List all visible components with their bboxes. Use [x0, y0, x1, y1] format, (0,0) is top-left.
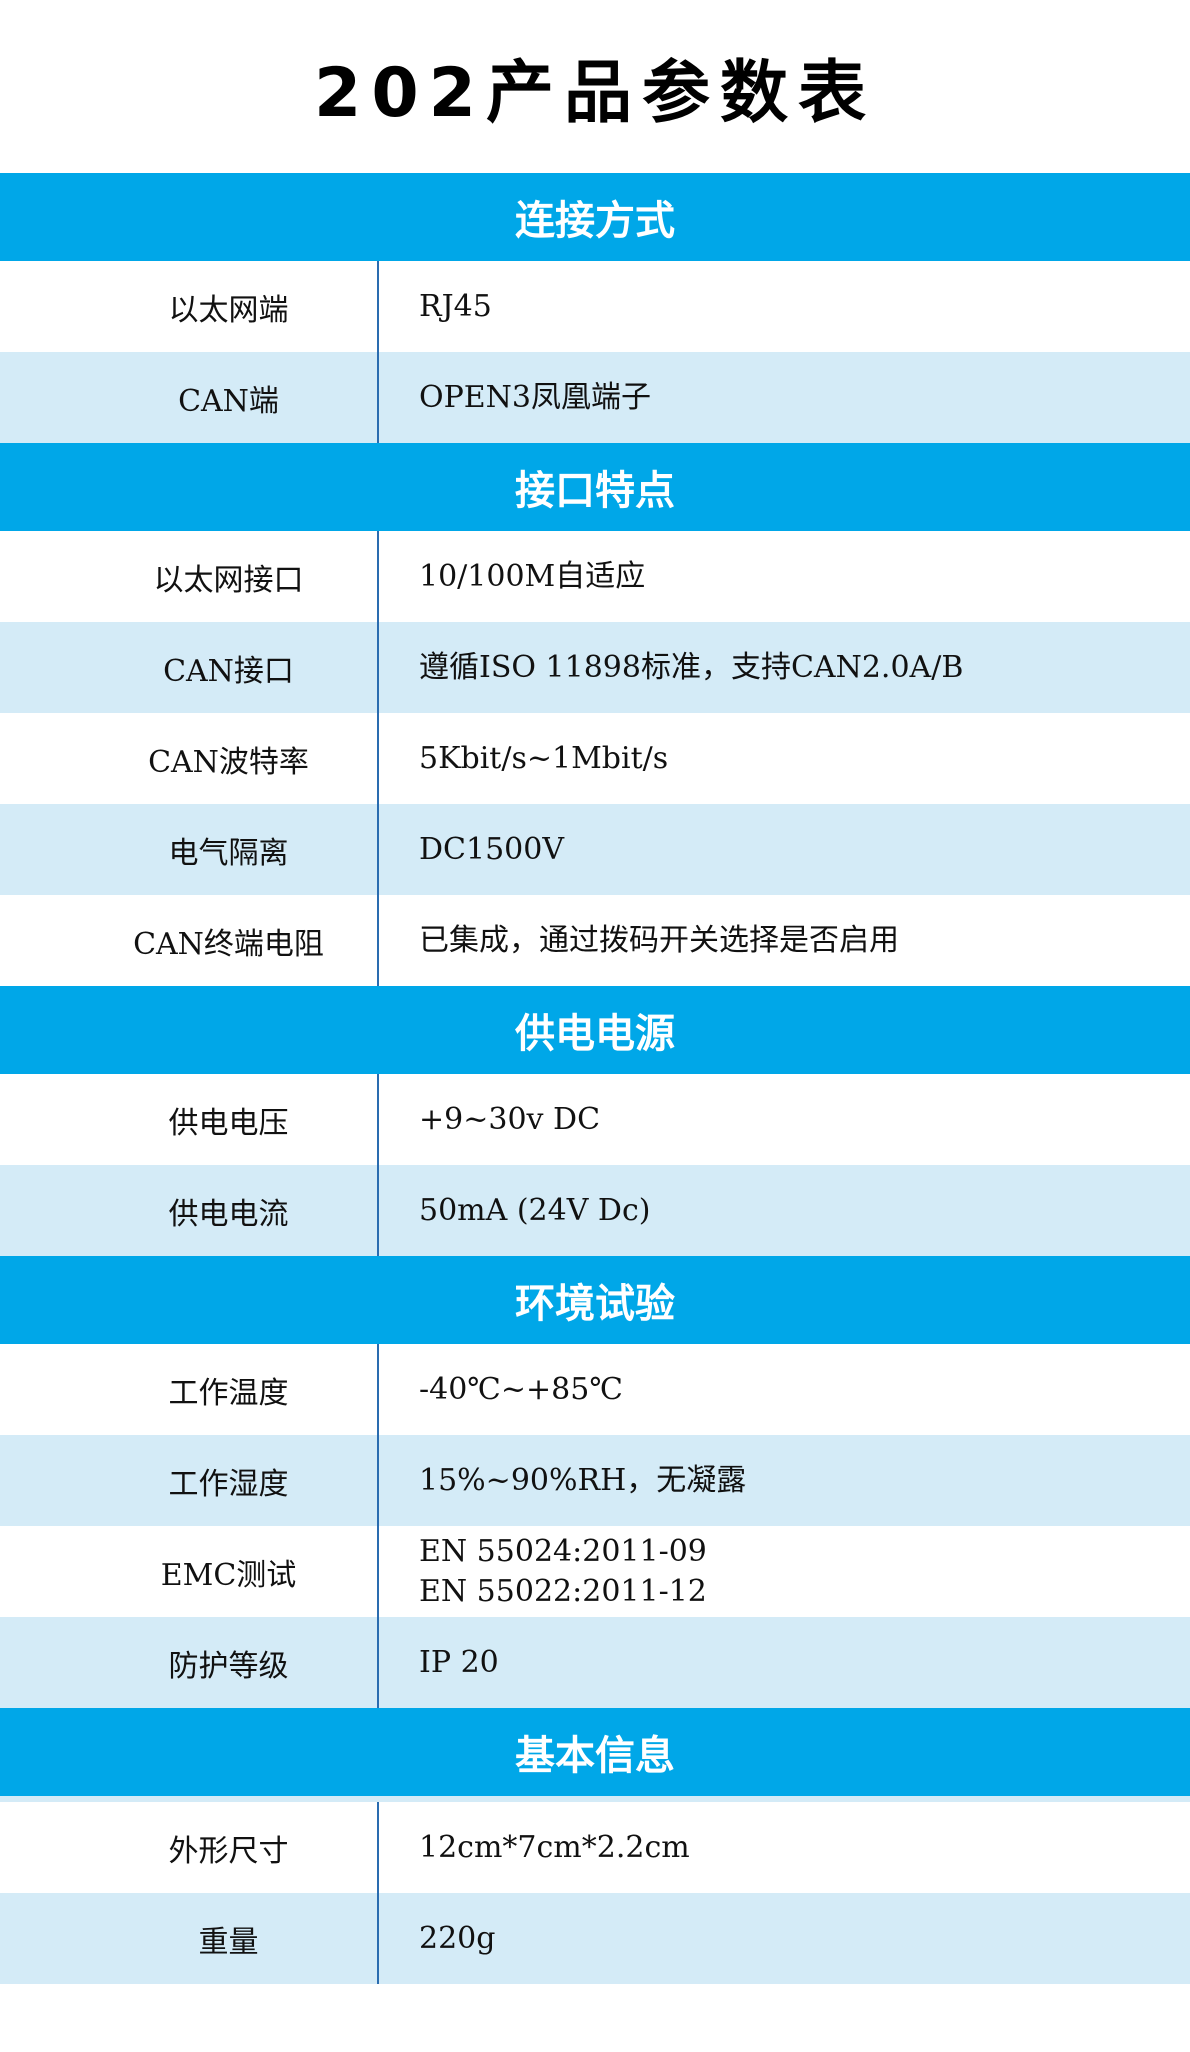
param-name: 防护等级 — [0, 1617, 379, 1708]
divider — [0, 1796, 1190, 1802]
param-name: 以太网接口 — [0, 531, 379, 622]
param-value: EN 55024:2011-09 — [419, 1533, 707, 1569]
section-header: 环境试验 — [0, 1256, 1190, 1344]
param-value: OPEN3凤凰端子 — [419, 379, 652, 415]
param-value: 5Kbit/s~1Mbit/s — [419, 740, 669, 776]
param-name: 供电电压 — [0, 1074, 379, 1165]
param-value-cell: +9~30v DC — [379, 1074, 1190, 1165]
param-name: CAN端 — [0, 352, 379, 443]
section-header: 基本信息 — [0, 1708, 1190, 1796]
param-name: 外形尺寸 — [0, 1802, 379, 1893]
param-value: 10/100M自适应 — [419, 558, 646, 594]
param-value: -40℃~+85℃ — [419, 1371, 623, 1407]
param-name: 重量 — [0, 1893, 379, 1984]
table-row: 重量 220g — [0, 1893, 1190, 1984]
param-value: 15%~90%RH，无凝露 — [419, 1462, 747, 1498]
table-row: CAN终端电阻 已集成，通过拨码开关选择是否启用 — [0, 895, 1190, 986]
table-row: 供电电压 +9~30v DC — [0, 1074, 1190, 1165]
table-row: 防护等级 IP 20 — [0, 1617, 1190, 1708]
table-row: CAN接口 遵循ISO 11898标准，支持CAN2.0A/B — [0, 622, 1190, 713]
table-row: EMC测试 EN 55024:2011-09 EN 55022:2011-12 — [0, 1526, 1190, 1617]
param-value-cell: DC1500V — [379, 804, 1190, 895]
param-value-cell: RJ45 — [379, 261, 1190, 352]
param-value-cell: 遵循ISO 11898标准，支持CAN2.0A/B — [379, 622, 1190, 713]
param-name: 以太网端 — [0, 261, 379, 352]
param-name: CAN终端电阻 — [0, 895, 379, 986]
param-value: 遵循ISO 11898标准，支持CAN2.0A/B — [419, 649, 964, 685]
table-row: CAN波特率 5Kbit/s~1Mbit/s — [0, 713, 1190, 804]
param-value: 50mA (24V Dc) — [419, 1192, 651, 1228]
param-value: EN 55022:2011-12 — [419, 1573, 707, 1609]
table-row: 工作湿度 15%~90%RH，无凝露 — [0, 1435, 1190, 1526]
table-row: 电气隔离 DC1500V — [0, 804, 1190, 895]
param-name: 工作湿度 — [0, 1435, 379, 1526]
param-value: DC1500V — [419, 831, 565, 867]
param-value-cell: IP 20 — [379, 1617, 1190, 1708]
table-row: 以太网端 RJ45 — [0, 261, 1190, 352]
section-header: 接口特点 — [0, 443, 1190, 531]
param-value-cell: 10/100M自适应 — [379, 531, 1190, 622]
page-title: 202产品参数表 — [314, 54, 876, 133]
section-header: 供电电源 — [0, 986, 1190, 1074]
table-row: CAN端 OPEN3凤凰端子 — [0, 352, 1190, 443]
param-value: 已集成，通过拨码开关选择是否启用 — [419, 922, 899, 958]
param-value: RJ45 — [419, 288, 492, 324]
param-name: EMC测试 — [0, 1526, 379, 1617]
param-value-cell: 15%~90%RH，无凝露 — [379, 1435, 1190, 1526]
param-value-cell: -40℃~+85℃ — [379, 1344, 1190, 1435]
param-name: 供电电流 — [0, 1165, 379, 1256]
spec-table: 连接方式 以太网端 RJ45 CAN端 OPEN3凤凰端子接口特点 以太网接口 10/100… — [0, 173, 1190, 1984]
param-value-cell: 5Kbit/s~1Mbit/s — [379, 713, 1190, 804]
param-value-cell: 已集成，通过拨码开关选择是否启用 — [379, 895, 1190, 986]
param-name: CAN接口 — [0, 622, 379, 713]
param-value: +9~30v DC — [419, 1101, 601, 1137]
param-value-cell: 50mA (24V Dc) — [379, 1165, 1190, 1256]
param-value: IP 20 — [419, 1644, 499, 1680]
param-name: CAN波特率 — [0, 713, 379, 804]
param-value-cell: OPEN3凤凰端子 — [379, 352, 1190, 443]
param-value-cell: 220g — [379, 1893, 1190, 1984]
table-row: 供电电流 50mA (24V Dc) — [0, 1165, 1190, 1256]
param-value: 12cm*7cm*2.2cm — [419, 1829, 690, 1865]
table-row: 工作温度 -40℃~+85℃ — [0, 1344, 1190, 1435]
param-name: 工作温度 — [0, 1344, 379, 1435]
param-name: 电气隔离 — [0, 804, 379, 895]
param-value-cell: EN 55024:2011-09 EN 55022:2011-12 — [379, 1526, 1190, 1617]
param-value-cell: 12cm*7cm*2.2cm — [379, 1802, 1190, 1893]
table-row: 外形尺寸 12cm*7cm*2.2cm — [0, 1802, 1190, 1893]
param-value: 220g — [419, 1920, 496, 1956]
table-row: 以太网接口 10/100M自适应 — [0, 531, 1190, 622]
section-header: 连接方式 — [0, 173, 1190, 261]
